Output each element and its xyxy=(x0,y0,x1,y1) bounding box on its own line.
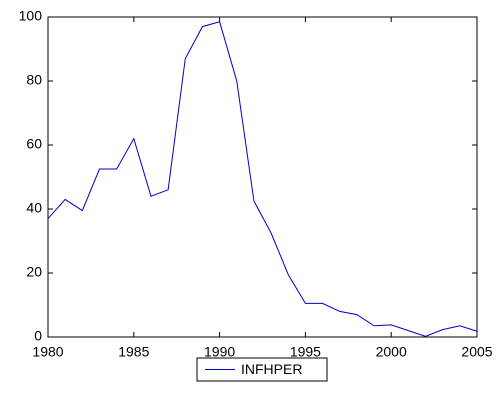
x-tick-label: 1980 xyxy=(32,344,63,360)
legend-label: INFHPER xyxy=(241,361,302,377)
y-tick-label: 0 xyxy=(34,328,42,344)
x-tick-label: 1990 xyxy=(204,344,235,360)
plot-frame xyxy=(47,16,478,338)
x-tick-label: 1985 xyxy=(118,344,149,360)
x-tick-label: 2000 xyxy=(376,344,407,360)
y-tick-label: 20 xyxy=(26,264,42,280)
line-series xyxy=(47,21,478,337)
y-tick-label: 100 xyxy=(19,8,43,24)
y-tick-label: 40 xyxy=(26,200,42,216)
x-tick-label: 1995 xyxy=(290,344,321,360)
y-tick-label: 80 xyxy=(26,72,42,88)
legend-box xyxy=(196,357,328,382)
y-tick-label: 60 xyxy=(26,136,42,152)
x-tick-label: 2005 xyxy=(461,344,492,360)
